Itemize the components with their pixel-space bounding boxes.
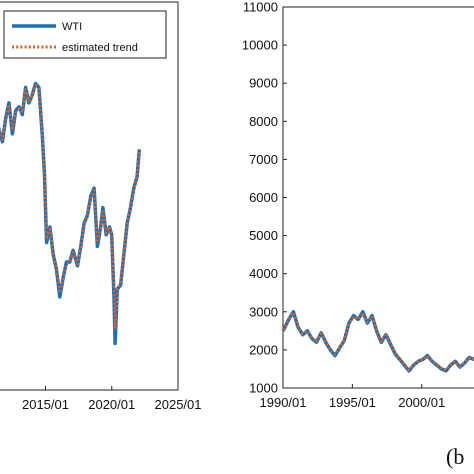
- panel-label-b: (b: [446, 444, 464, 469]
- right-x-tick-label: 1995/01: [329, 395, 376, 410]
- right-chart-panel: 1000 2000 3000 4000 5000 6000 7000 8000 9000 1000…: [242, 0, 474, 410]
- legend: WTI estimated trend: [3, 10, 167, 59]
- right-y-tick-label: 7000: [249, 152, 278, 167]
- left-series-wti-line: [0, 81, 142, 346]
- legend-label-wti: WTI: [62, 21, 82, 33]
- right-y-tick-label: 3000: [249, 304, 278, 319]
- left-x-ticks: 2015/01 2020/01 2025/01: [22, 386, 202, 412]
- right-y-tick-label: 5000: [249, 228, 278, 243]
- right-y-tick-label: 11000: [243, 0, 278, 15]
- left-chart-panel: 2015/01 2020/01 2025/01 WTI estimated tren…: [0, 1, 202, 412]
- right-x-tick-label: 2000/01: [398, 395, 445, 410]
- right-y-tick-label: 10000: [242, 38, 278, 53]
- right-y-tick-label: 6000: [249, 190, 278, 205]
- right-y-tick-label: 1000: [249, 381, 278, 396]
- left-x-tick-label: 2025/01: [155, 397, 202, 412]
- right-y-tick-label: 4000: [249, 266, 278, 281]
- right-series-wti-line: [281, 310, 474, 373]
- right-x-tick-label: 1990/01: [260, 395, 307, 410]
- legend-label-trend: estimated trend: [62, 42, 138, 54]
- right-y-tick-label: 8000: [249, 114, 278, 129]
- left-plot-area: [0, 1, 179, 391]
- legend-box: [3, 10, 167, 59]
- right-plot-area: [282, 6, 474, 389]
- right-series-trend-line: [281, 311, 474, 372]
- right-series-group: [281, 310, 474, 373]
- left-x-tick-label: 2020/01: [88, 397, 135, 412]
- left-series-trend-line: [0, 84, 141, 330]
- left-series-group: [0, 81, 142, 346]
- right-y-tick-label: 9000: [249, 76, 278, 91]
- right-x-ticks: 1990/01 1995/01 2000/01: [260, 384, 445, 410]
- right-y-tick-label: 2000: [249, 342, 278, 357]
- right-y-ticks: 1000 2000 3000 4000 5000 6000 7000 8000 9000 1000…: [242, 0, 287, 396]
- left-x-tick-label: 2015/01: [22, 397, 69, 412]
